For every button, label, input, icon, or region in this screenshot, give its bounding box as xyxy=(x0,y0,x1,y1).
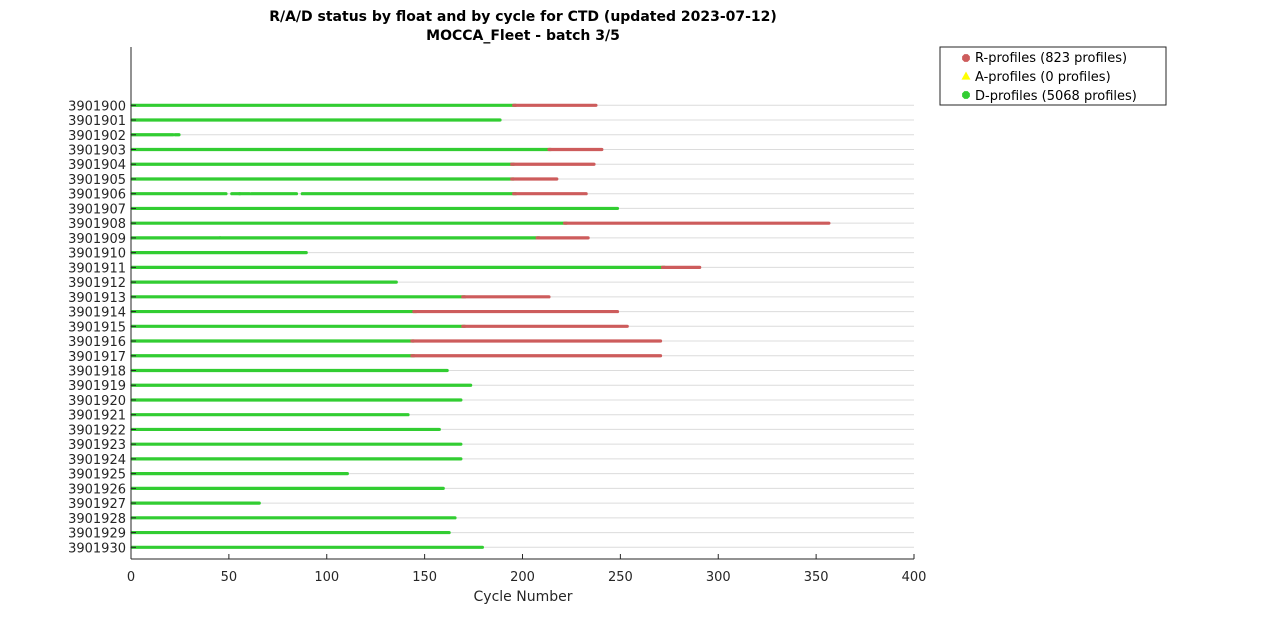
data-marks xyxy=(130,103,831,549)
x-tick-label: 400 xyxy=(902,570,927,585)
y-tick-label: 3901907 xyxy=(68,202,126,217)
y-tick-label: 3901912 xyxy=(68,276,126,291)
y-tick-label: 3901925 xyxy=(68,468,126,483)
y-tick-label: 3901904 xyxy=(68,158,126,173)
y-tick-label: 3901922 xyxy=(68,423,126,438)
y-tick-label: 3901905 xyxy=(68,173,126,188)
x-tick-label: 300 xyxy=(706,570,731,585)
legend-label-r: R-profiles (823 profiles) xyxy=(975,51,1127,66)
y-tick-label: 3901930 xyxy=(68,541,126,556)
chart-subtitle: MOCCA_Fleet - batch 3/5 xyxy=(426,28,620,44)
y-tick-label: 3901923 xyxy=(68,438,126,453)
y-tick-label: 3901910 xyxy=(68,247,126,262)
y-tick-label: 3901926 xyxy=(68,482,126,497)
y-tick-label: 3901902 xyxy=(68,129,126,144)
x-ticks: 0 50 100 150 200 250 300 350 400 xyxy=(127,554,927,585)
legend-marker-a xyxy=(961,71,971,80)
y-tick-label: 3901906 xyxy=(68,188,126,203)
y-ticks: 3901930390192939019283901927390192639019… xyxy=(68,99,136,556)
y-tick-label: 3901911 xyxy=(68,261,126,276)
x-tick-label: 0 xyxy=(127,570,135,585)
y-tick-label: 3901917 xyxy=(68,350,126,365)
y-tick-label: 3901928 xyxy=(68,512,126,527)
legend-marker-d xyxy=(962,91,970,99)
y-tick-label: 3901919 xyxy=(68,379,126,394)
legend-label-a: A-profiles (0 profiles) xyxy=(975,70,1111,85)
x-tick-label: 350 xyxy=(804,570,829,585)
y-tick-label: 3901903 xyxy=(68,144,126,159)
y-tick-label: 3901900 xyxy=(68,99,126,114)
legend: R-profiles (823 profiles) A-profiles (0 … xyxy=(939,46,1167,106)
y-tick-label: 3901916 xyxy=(68,335,126,350)
legend-marker-r xyxy=(962,54,970,62)
x-tick-label: 200 xyxy=(510,570,535,585)
x-tick-label: 150 xyxy=(412,570,437,585)
y-tick-label: 3901914 xyxy=(68,306,126,321)
x-tick-label: 250 xyxy=(608,570,633,585)
y-tick-label: 3901901 xyxy=(68,114,126,129)
y-tick-label: 3901918 xyxy=(68,365,126,380)
x-tick-label: 100 xyxy=(314,570,339,585)
legend-item-a: A-profiles (0 profiles) xyxy=(961,70,1111,85)
y-tick-label: 3901920 xyxy=(68,394,126,409)
y-tick-label: 3901924 xyxy=(68,453,126,468)
legend-label-d: D-profiles (5068 profiles) xyxy=(975,89,1137,104)
y-tick-label: 3901921 xyxy=(68,409,126,424)
legend-item-r: R-profiles (823 profiles) xyxy=(962,51,1127,66)
x-tick-label: 50 xyxy=(221,570,238,585)
y-tick-label: 3901908 xyxy=(68,217,126,232)
x-axis-label: Cycle Number xyxy=(474,589,573,605)
y-tick-label: 3901909 xyxy=(68,232,126,247)
legend-item-d: D-profiles (5068 profiles) xyxy=(962,89,1137,104)
legend-box xyxy=(939,46,1167,106)
y-tick-label: 3901913 xyxy=(68,291,126,306)
y-tick-label: 3901915 xyxy=(68,320,126,335)
y-tick-label: 3901929 xyxy=(68,527,126,542)
chart-title: R/A/D status by float and by cycle for C… xyxy=(269,9,777,25)
y-tick-label: 3901927 xyxy=(68,497,126,512)
